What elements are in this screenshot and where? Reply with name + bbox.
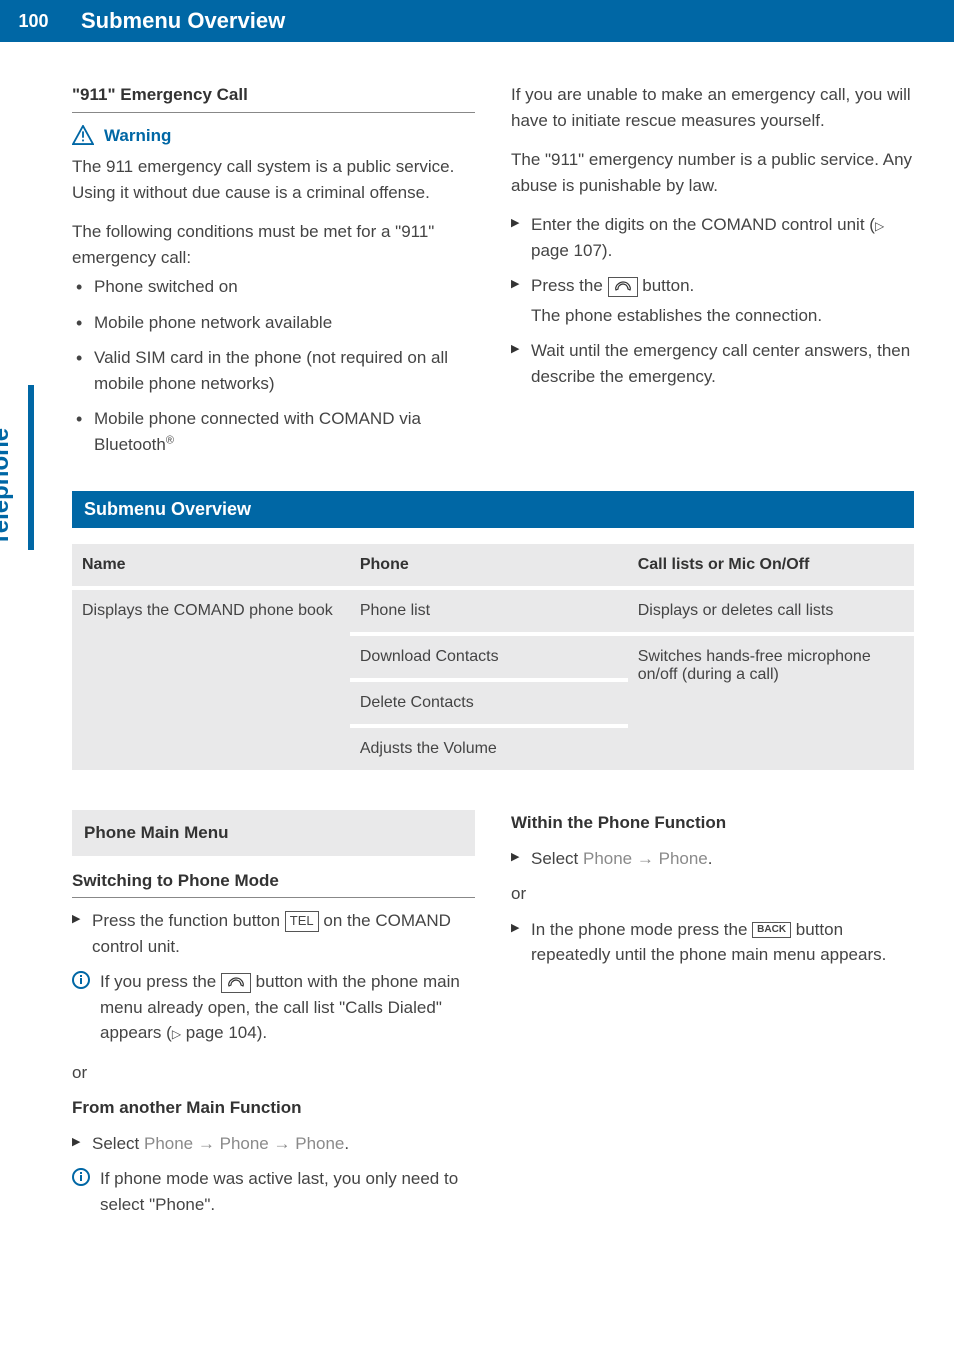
side-tab: Telephone: [0, 385, 34, 585]
header-title: Submenu Overview: [67, 0, 954, 42]
info-text: If you press the button with the phone m…: [100, 969, 475, 1046]
page-number: 100: [0, 0, 67, 42]
from-another-steps: Select Phone → Phone → Phone.: [72, 1131, 475, 1157]
phone-main-menu-heading: Phone Main Menu: [72, 810, 475, 856]
step-item: In the phone mode press the BACK button …: [511, 917, 914, 968]
table-cell: Displays or deletes call lists: [628, 588, 914, 634]
table-cell: Switches hands-free microphone on/off (d…: [628, 634, 914, 772]
warning-text: The 911 emergency call system is a publi…: [72, 154, 475, 205]
condition-item: Valid SIM card in the phone (not require…: [76, 345, 475, 396]
page-header: 100 Submenu Overview: [0, 0, 954, 42]
left-column-top: "911" Emergency Call Warning The 911 eme…: [72, 82, 475, 467]
step-item: Select Phone → Phone → Phone.: [72, 1131, 475, 1157]
or-text: or: [72, 1060, 475, 1086]
info-note: If phone mode was active last, you only …: [72, 1166, 475, 1217]
call-button-icon: [608, 277, 638, 297]
table-cell: Delete Contacts: [350, 680, 628, 726]
step-subtext: The phone establishes the connection.: [531, 303, 914, 329]
tel-button-icon: TEL: [285, 911, 319, 931]
step-item: Enter the digits on the COMAND control u…: [511, 212, 914, 263]
step-item: Wait until the emergency call center ans…: [511, 338, 914, 389]
left-column-bottom: Phone Main Menu Switching to Phone Mode …: [72, 810, 475, 1231]
step-item: Press the button. The phone establishes …: [511, 273, 914, 328]
abuse-para: The "911" emergency number is a public s…: [511, 147, 914, 198]
conditions-list: Phone switched on Mobile phone network a…: [72, 274, 475, 457]
table-row: Displays the COMAND phone book Phone lis…: [72, 588, 914, 634]
side-tab-label: Telephone: [0, 428, 15, 546]
condition-item: Mobile phone connected with COMAND via B…: [76, 406, 475, 457]
conditions-intro: The following conditions must be met for…: [72, 219, 475, 270]
back-button-icon: BACK: [752, 922, 791, 938]
table-cell: Download Contacts: [350, 634, 628, 680]
step-item: Press the function button TEL on the COM…: [72, 908, 475, 959]
warning-label: Warning: [104, 123, 171, 149]
info-note: If you press the button with the phone m…: [72, 969, 475, 1046]
emergency-steps: Enter the digits on the COMAND control u…: [511, 212, 914, 389]
warning-triangle-icon: [72, 125, 94, 145]
submenu-section-bar: Submenu Overview: [72, 491, 914, 528]
table-header-row: Name Phone Call lists or Mic On/Off: [72, 544, 914, 588]
within-steps: Select Phone → Phone.: [511, 846, 914, 872]
switching-steps: Press the function button TEL on the COM…: [72, 908, 475, 959]
info-icon: [72, 971, 90, 989]
table-header: Phone: [350, 544, 628, 588]
within-heading: Within the Phone Function: [511, 810, 914, 836]
condition-item: Phone switched on: [76, 274, 475, 300]
right-column-top: If you are unable to make an emergency c…: [511, 82, 914, 467]
emergency-heading: "911" Emergency Call: [72, 82, 475, 113]
table-cell: Adjusts the Volume: [350, 726, 628, 772]
or-text: or: [511, 881, 914, 907]
table-cell: Displays the COMAND phone book: [72, 588, 350, 772]
table-header: Name: [72, 544, 350, 588]
table-cell: Phone list: [350, 588, 628, 634]
from-another-heading: From another Main Function: [72, 1095, 475, 1121]
submenu-table: Name Phone Call lists or Mic On/Off Disp…: [72, 544, 914, 774]
table-header: Call lists or Mic On/Off: [628, 544, 914, 588]
step-item: Select Phone → Phone.: [511, 846, 914, 872]
right-column-bottom: Within the Phone Function Select Phone →…: [511, 810, 914, 1231]
unable-para: If you are unable to make an emergency c…: [511, 82, 914, 133]
side-tab-bar: [28, 385, 34, 550]
within-steps-2: In the phone mode press the BACK button …: [511, 917, 914, 968]
info-text: If phone mode was active last, you only …: [100, 1166, 475, 1217]
warning-row: Warning: [72, 123, 475, 149]
condition-item: Mobile phone network available: [76, 310, 475, 336]
switching-heading: Switching to Phone Mode: [72, 868, 475, 899]
info-icon: [72, 1168, 90, 1186]
call-button-icon: [221, 973, 251, 993]
